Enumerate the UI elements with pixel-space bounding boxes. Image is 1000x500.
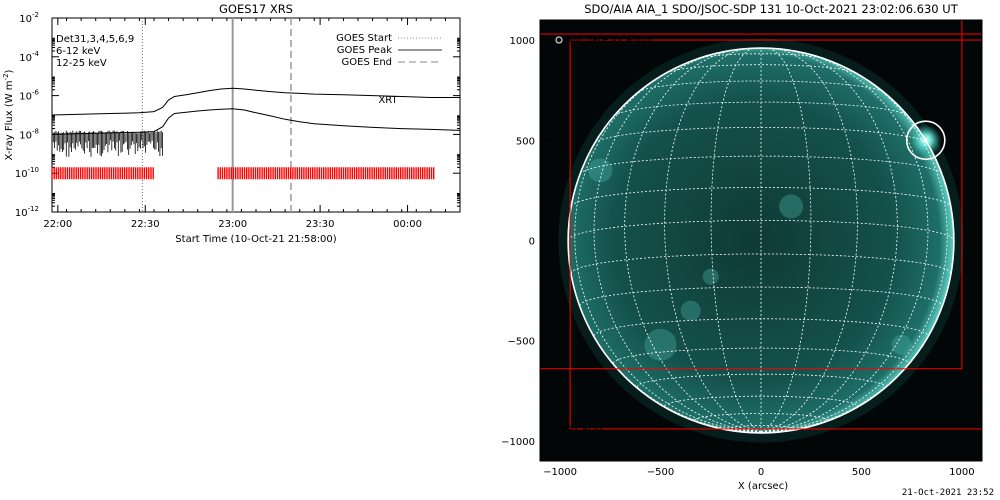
goes-y-tick-label: 10-4 [19,50,39,64]
xrt-fov-label: XRT FOV [560,425,603,436]
active-region [702,268,719,285]
active-region [588,158,613,183]
active-region [891,334,912,355]
goes-x-tick-label: 23:00 [218,219,247,230]
goes-y-tick-label: 10-8 [19,127,39,141]
goes-x-tick-label: 00:00 [393,219,422,230]
aia-x-tick-label: 1000 [949,467,974,478]
longitude-line [760,240,954,433]
heliographic-grid [568,48,954,433]
latitude-line [698,53,824,59]
goes-legend-right-item: GOES End [342,57,392,68]
goes-x-tick-label: 23:30 [306,219,335,230]
goes-legend-left-item: 12-25 keV [56,58,107,69]
goes-legend-left-item: Det31,3,4,5,6,9 [56,34,134,45]
goes-xrs-chart: GOES17 XRS 10-12 10-10 10-8 10-6 10-4 10-2 22:0… [2,2,461,245]
flare-bright-region [909,124,942,157]
goes-y-tick-label: 10-2 [19,11,39,25]
active-region [680,300,701,321]
goes-legend-right-item: GOES Peak [337,45,392,56]
goes-y-tick-label: 10-10 [15,166,39,180]
longitude-line [760,48,858,433]
solar-disk [568,48,954,433]
latitude-line [570,253,952,274]
active-region [644,328,677,361]
aia-x-axis-label: X (arcsec) [738,481,788,492]
aia-x-tick-label: 500 [852,467,871,478]
latitude-line [727,425,795,430]
active-region [779,194,804,219]
goes-plot-frame [51,17,461,213]
aia-plot-frame [539,19,983,462]
aia-image-background [540,20,982,461]
aia-legend-marker [555,36,563,44]
latitude-line [666,64,856,74]
aia-y-tick-label: −500 [508,337,535,348]
latitude-line [579,286,943,307]
aia-x-tick-label: −500 [647,467,674,478]
latitude-line [636,373,886,388]
latitude-line [593,318,929,337]
xrt-fov-box [539,19,963,370]
longitude-line [760,63,948,433]
xrt-fov-box [569,39,983,430]
longitude-line [664,48,762,433]
latitude-line [570,187,952,207]
longitude-line [574,63,762,433]
xrt-coverage-bar [217,167,435,180]
latitude-line [664,395,858,407]
aia-y-tick-label: 0 [529,237,535,248]
latitude-line [694,413,828,421]
latitude-line [579,155,943,175]
latitude-line [612,347,910,364]
xrt-coverage-bar [51,167,154,180]
goes-short-noise [51,130,163,157]
longitude-line [710,48,762,433]
latitude-line [613,101,909,117]
goes-x-axis-label: Start Time (10-Oct-21 21:58:00) [175,234,336,245]
goes-legend-right-item: GOES Start [336,33,392,44]
longitude-line [760,48,898,433]
aia-y-tick-label: −1000 [501,437,535,448]
goes-title: GOES17 XRS [219,2,293,16]
xrt-fov-box [539,33,983,462]
goes-x-tick-label: 22:30 [131,219,160,230]
longitude-line [593,50,762,433]
corona-glow [558,38,964,443]
latitude-line [594,127,928,144]
longitude-line [760,50,929,433]
aia-y-tick-label: 1000 [510,36,535,47]
goes-series-short-line [51,108,461,135]
aia-title: SDO/AIA AIA_1 SDO/JSOC-SDP 131 10-Oct-20… [584,2,958,16]
aia-legend-text: AIA flare location [566,35,651,46]
latitude-line [638,80,884,93]
longitude-line [760,48,812,433]
goes-legend-left-item: 6-12 keV [56,46,100,57]
latitude-line [568,220,954,241]
latitude-line [734,48,788,51]
goes-xrt-label: XRT [378,95,398,106]
goes-y-axis-label: X-ray Flux (W m-2) [2,69,15,160]
longitude-line [568,240,762,433]
flare-location-circle [905,120,946,161]
aia-x-tick-label: 0 [758,467,764,478]
longitude-line [624,48,762,433]
goes-y-tick-label: 10-6 [19,89,39,103]
footer-timestamp: 21-Oct-2021 23:52 [901,488,994,498]
aia-x-tick-label: −1000 [543,467,577,478]
aia-y-tick-label: 500 [516,136,535,147]
goes-y-tick-label: 10-12 [15,205,39,219]
goes-series-long-line [51,87,460,116]
goes-x-tick-label: 22:00 [43,219,72,230]
solar-limb [567,47,955,434]
